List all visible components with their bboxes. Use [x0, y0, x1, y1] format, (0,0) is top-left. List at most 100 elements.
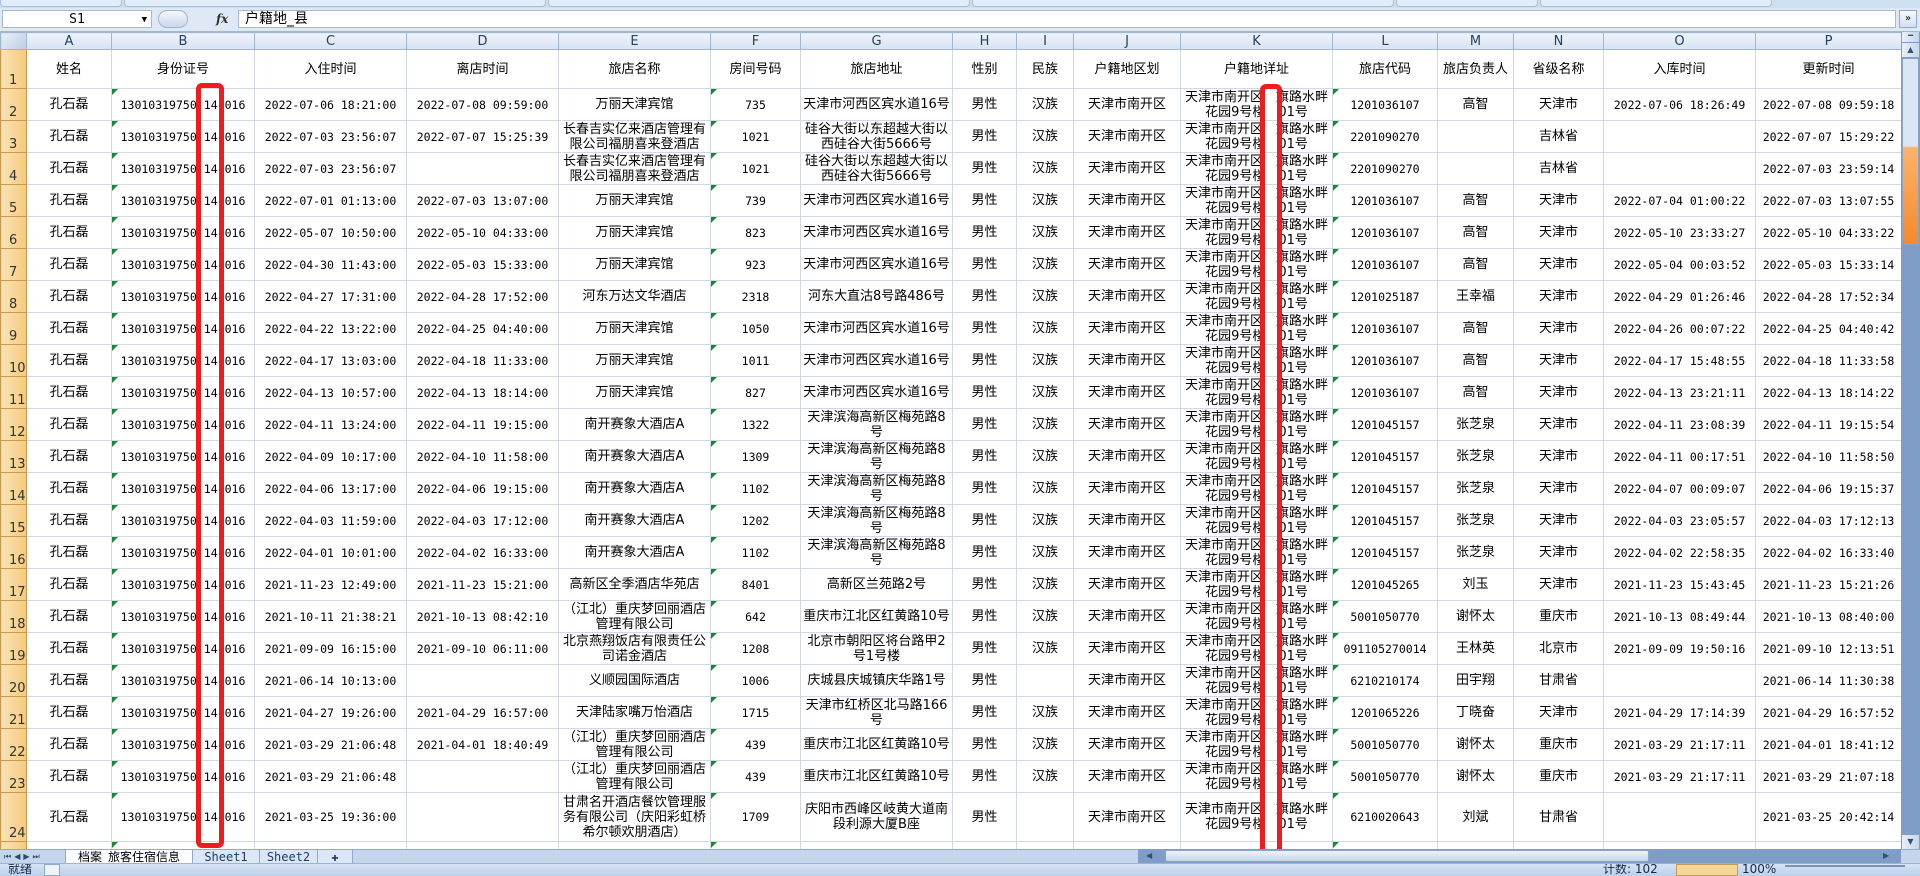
cell-i[interactable]: 汉族 — [1016, 536, 1074, 569]
horizontal-scroll-thumb[interactable] — [1165, 850, 1649, 862]
cell-f[interactable]: 1011 — [710, 344, 801, 377]
cell-f[interactable]: 1309 — [710, 440, 801, 473]
cell-n[interactable]: 重庆市 — [1513, 728, 1604, 761]
cell-g[interactable]: 重庆市江北区红黄路10号 — [800, 760, 953, 793]
cell-b[interactable]: 13010319750 14 016 — [111, 728, 255, 761]
cell-n[interactable]: 重庆市 — [1513, 600, 1604, 633]
cell-i[interactable]: 汉族 — [1016, 760, 1074, 793]
cell-j[interactable]: 天津市南开区 — [1073, 760, 1181, 793]
cell-e[interactable] — [558, 841, 711, 849]
cell-d[interactable]: 2022-07-08 09:59:00 — [406, 88, 559, 121]
cell-k[interactable]: 天津市南开区 旗路水畔 花园9号楼 01号 — [1180, 248, 1333, 281]
cell-c[interactable] — [254, 841, 407, 849]
cell-e[interactable]: 天津陆家嘴万怡酒店 — [558, 696, 711, 729]
cell-m[interactable]: 高智 — [1437, 312, 1514, 345]
cell-d[interactable]: 2022-04-28 17:52:00 — [406, 280, 559, 313]
cell-k[interactable]: 天津市南开区 旗路水畔 花园9号楼 01号 — [1180, 408, 1333, 441]
cell-c[interactable]: 2022-04-27 17:31:00 — [254, 280, 407, 313]
column-header-f[interactable]: F — [710, 32, 801, 50]
cell-g[interactable]: 硅谷大街以东超越大街以西硅谷大街5666号 — [800, 152, 953, 185]
column-header-d[interactable]: D — [406, 32, 559, 50]
cell-k[interactable]: 天津市南开区 旗路水畔 花园9号楼 01号 — [1180, 472, 1333, 505]
cell-o[interactable]: 2022-04-07 00:09:07 — [1603, 472, 1756, 505]
row-header[interactable] — [0, 841, 27, 849]
cell-j[interactable]: 天津市南开区 — [1073, 664, 1181, 697]
cell-e[interactable]: 万丽天津宾馆 — [558, 184, 711, 217]
column-header-c[interactable]: C — [254, 32, 407, 50]
cell-h[interactable]: 男性 — [952, 248, 1017, 281]
cell-n[interactable]: 天津市 — [1513, 472, 1604, 505]
cell-h[interactable]: 男性 — [952, 216, 1017, 249]
cell-p[interactable]: 2022-05-10 04:33:22 — [1755, 216, 1901, 249]
cell-f[interactable]: 439 — [710, 728, 801, 761]
cell-g[interactable]: 硅谷大街以东超越大街以西硅谷大街5666号 — [800, 120, 953, 153]
cell-c[interactable]: 2022-07-03 23:56:07 — [254, 152, 407, 185]
header-cell-d[interactable]: 离店时间 — [406, 49, 559, 89]
cell-a[interactable]: 孔石磊 — [26, 696, 112, 729]
cell-j[interactable]: 天津市南开区 — [1073, 216, 1181, 249]
cell-i[interactable]: 汉族 — [1016, 152, 1074, 185]
cell-a[interactable]: 孔石磊 — [26, 312, 112, 345]
cell-f[interactable]: 1006 — [710, 664, 801, 697]
row-header[interactable]: 22 — [0, 728, 27, 761]
zoom-slider[interactable] — [1785, 865, 1905, 867]
header-cell-a[interactable]: 姓名 — [26, 49, 112, 89]
column-header-h[interactable]: H — [952, 32, 1017, 50]
cell-b[interactable]: 13010319750 14 016 — [111, 792, 255, 842]
cell-f[interactable]: 1102 — [710, 472, 801, 505]
cell-j[interactable]: 天津市南开区 — [1073, 792, 1181, 842]
cell-m[interactable]: 王林英 — [1437, 632, 1514, 665]
cell-g[interactable]: 天津滨海高新区梅苑路8号 — [800, 408, 953, 441]
row-header[interactable]: 2 — [0, 88, 27, 121]
cell-o[interactable]: 2021-09-09 19:50:16 — [1603, 632, 1756, 665]
cell-i[interactable]: 汉族 — [1016, 504, 1074, 537]
cell-o[interactable]: 2022-04-03 23:05:57 — [1603, 504, 1756, 537]
cell-e[interactable]: 长春吉实亿来酒店管理有限公司福朋喜来登酒店 — [558, 152, 711, 185]
row-header[interactable]: 7 — [0, 248, 27, 281]
header-cell-b[interactable]: 身份证号 — [111, 49, 255, 89]
cell-c[interactable]: 2022-05-07 10:50:00 — [254, 216, 407, 249]
cell-n[interactable]: 天津市 — [1513, 568, 1604, 601]
cell-g[interactable]: 天津市河西区宾水道16号 — [800, 376, 953, 409]
cell-m[interactable]: 刘玉 — [1437, 568, 1514, 601]
cell-n[interactable]: 天津市 — [1513, 504, 1604, 537]
cell-i[interactable]: 汉族 — [1016, 280, 1074, 313]
cell-i[interactable]: 汉族 — [1016, 312, 1074, 345]
cell-g[interactable] — [800, 841, 953, 849]
cell-g[interactable]: 天津市河西区宾水道16号 — [800, 184, 953, 217]
row-header[interactable]: 23 — [0, 760, 27, 793]
cell-l[interactable]: 5001050770 — [1332, 728, 1438, 761]
cell-c[interactable]: 2021-09-09 16:15:00 — [254, 632, 407, 665]
cell-o[interactable]: 2021-03-29 21:17:11 — [1603, 728, 1756, 761]
cell-d[interactable]: 2022-04-18 11:33:00 — [406, 344, 559, 377]
cell-e[interactable]: 万丽天津宾馆 — [558, 344, 711, 377]
header-cell-e[interactable]: 旅店名称 — [558, 49, 711, 89]
cell-h[interactable]: 男性 — [952, 472, 1017, 505]
cell-a[interactable]: 孔石磊 — [26, 792, 112, 842]
cell-k[interactable]: 天津市南开区 旗路水畔 花园9号楼 01号 — [1180, 152, 1333, 185]
macro-record-icon[interactable] — [44, 864, 60, 876]
cell-o[interactable]: 2021-04-29 17:14:39 — [1603, 696, 1756, 729]
cell-l[interactable]: 5001050770 — [1332, 760, 1438, 793]
cell-b[interactable]: 13010319750 14 016 — [111, 408, 255, 441]
cell-i[interactable] — [1016, 792, 1074, 842]
cell-g[interactable]: 天津市河西区宾水道16号 — [800, 248, 953, 281]
header-cell-c[interactable]: 入住时间 — [254, 49, 407, 89]
cell-n[interactable] — [1513, 841, 1604, 849]
cell-e[interactable]: 高新区全季酒店华苑店 — [558, 568, 711, 601]
cell-l[interactable]: 5001050770 — [1332, 600, 1438, 633]
cell-l[interactable]: 2201090270 — [1332, 152, 1438, 185]
cell-h[interactable]: 男性 — [952, 120, 1017, 153]
cell-o[interactable]: 2022-04-11 23:08:39 — [1603, 408, 1756, 441]
cell-j[interactable]: 天津市南开区 — [1073, 696, 1181, 729]
cell-f[interactable] — [710, 841, 801, 849]
cell-e[interactable]: 万丽天津宾馆 — [558, 216, 711, 249]
cell-j[interactable]: 天津市南开区 — [1073, 472, 1181, 505]
cell-d[interactable]: 2022-05-10 04:33:00 — [406, 216, 559, 249]
cell-g[interactable]: 河东大直沽8号路486号 — [800, 280, 953, 313]
cell-l[interactable]: 1201045157 — [1332, 536, 1438, 569]
cell-g[interactable]: 天津市河西区宾水道16号 — [800, 88, 953, 121]
cell-a[interactable]: 孔石磊 — [26, 632, 112, 665]
row-header[interactable]: 5 — [0, 184, 27, 217]
cell-b[interactable]: 13010319750 14 016 — [111, 568, 255, 601]
